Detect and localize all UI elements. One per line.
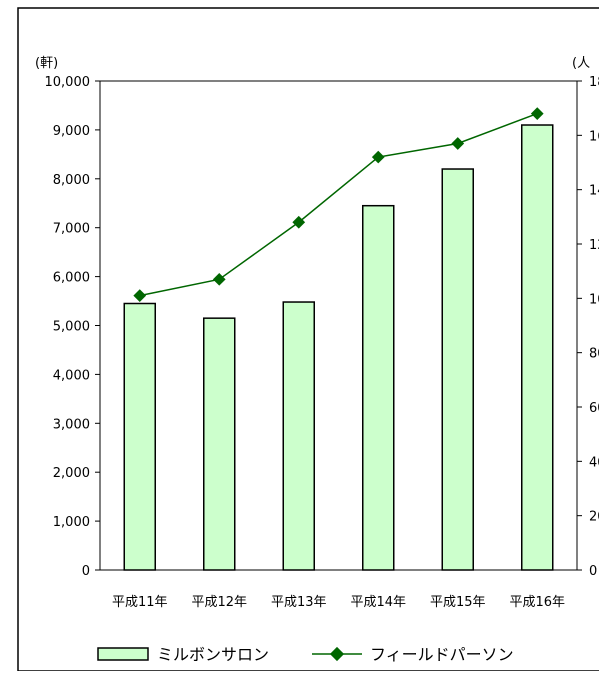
line-point [530, 107, 544, 120]
legend-swatch-marker [329, 646, 345, 662]
bar [521, 124, 554, 571]
bar [282, 301, 315, 571]
y-left-tick-label: 6,000 [53, 271, 90, 286]
line-point [371, 150, 385, 164]
y-right-tick-label: 100 [589, 292, 599, 307]
y-right-tick-label: 140 [589, 184, 599, 199]
y-left-tick-label: 8,000 [53, 173, 90, 188]
x-tick-label: 平成12年 [191, 595, 247, 610]
y-right-tick-label: 0 [589, 564, 597, 579]
x-tick-label: 平成14年 [350, 595, 406, 610]
y-left-tick-label: 1,000 [53, 515, 90, 530]
bar-series [123, 124, 554, 571]
x-tick-label: 平成13年 [271, 595, 327, 610]
y-right-tick-label: 40 [589, 455, 599, 470]
y-left-tick-label: 5,000 [53, 320, 90, 335]
bar [441, 168, 474, 571]
y-right-tick-label: 60 [589, 401, 599, 416]
line-series [133, 107, 544, 302]
x-tick-labels: 平成11年 平成12年 平成13年 平成14年 平成15年 平成16年 [112, 595, 565, 610]
series-line [139, 112, 538, 297]
y-right-tick-label: 120 [589, 238, 599, 253]
y-left-tick-label: 7,000 [53, 222, 90, 237]
y-left-tick-label: 2,000 [53, 466, 90, 481]
line-point [451, 137, 465, 150]
line-point [133, 289, 147, 302]
legend-label-bar: ミルボンサロン [157, 645, 269, 664]
bar [362, 204, 395, 571]
y-right-tick-label: 80 [589, 347, 599, 362]
line-point [292, 215, 306, 229]
line-point [212, 272, 226, 286]
y-right-tick-label: 160 [589, 129, 599, 144]
y-left-ticks: 0 1,000 2,000 3,000 4,000 5,000 6,000 7,000 8,00… [45, 75, 100, 579]
bar [203, 317, 236, 571]
legend: ミルボンサロン フィールドパーソン [97, 645, 514, 664]
y-left-tick-label: 4,000 [53, 368, 90, 383]
y-right-unit-label: (人 [572, 56, 590, 71]
y-right-tick-label: 180 [589, 75, 599, 90]
x-tick-label: 平成15年 [430, 595, 486, 610]
y-left-tick-label: 3,000 [53, 417, 90, 432]
y-left-tick-label: 9,000 [53, 124, 90, 139]
x-tick-label: 平成11年 [112, 595, 168, 610]
y-left-tick-label: 10,000 [45, 75, 91, 90]
x-tick-label: 平成16年 [509, 595, 565, 610]
y-right-ticks: 0 20 40 60 80 100 120 140 160 180 [577, 75, 599, 579]
bar [123, 302, 156, 571]
y-right-tick-label: 20 [589, 510, 599, 525]
y-left-tick-label: 0 [82, 564, 90, 579]
legend-swatch-bar [97, 647, 149, 661]
legend-label-line: フィールドパーソン [370, 645, 514, 664]
y-left-unit-label: (軒) [35, 56, 58, 71]
